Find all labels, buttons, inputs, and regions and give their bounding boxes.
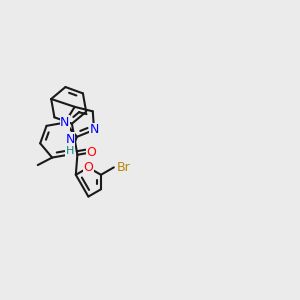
Text: O: O — [83, 161, 93, 174]
Text: N: N — [65, 133, 75, 146]
Text: N: N — [89, 123, 99, 136]
Text: O: O — [86, 146, 96, 159]
Text: N: N — [60, 116, 70, 129]
Text: H: H — [66, 146, 74, 156]
Text: Br: Br — [117, 161, 130, 174]
